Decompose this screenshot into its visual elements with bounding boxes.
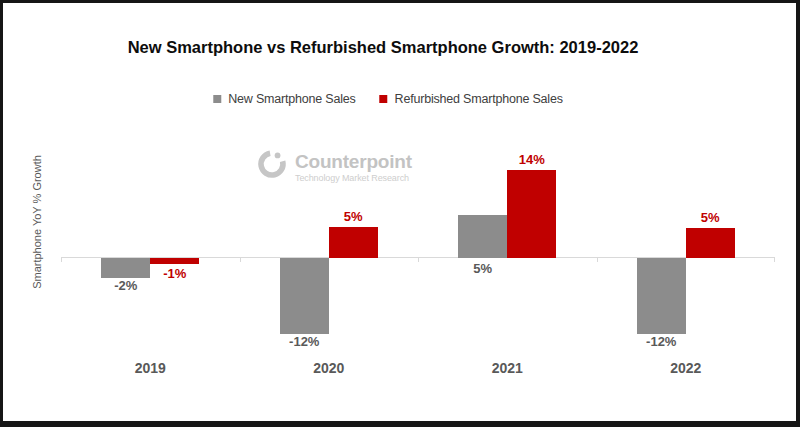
chart-page: New Smartphone vs Refurbished Smartphone… bbox=[0, 0, 800, 427]
x-axis-label-2021: 2021 bbox=[492, 360, 523, 376]
data-label-refurbished-2022: 5% bbox=[701, 211, 720, 225]
plot-area: 2019 -2% -1% 2020 -12% 5% 2021 5% 14% 2022 -12% 5% bbox=[61, 0, 775, 427]
data-label-refurbished-2021: 14% bbox=[519, 153, 545, 167]
x-axis-tick bbox=[597, 257, 598, 262]
x-axis-label-2020: 2020 bbox=[313, 360, 344, 376]
data-label-new-2020: -12% bbox=[289, 335, 319, 349]
bar-refurbished-2019 bbox=[150, 258, 199, 264]
data-label-new-2019: -2% bbox=[114, 279, 137, 293]
data-label-refurbished-2019: -1% bbox=[163, 267, 186, 281]
bar-refurbished-2020 bbox=[329, 227, 378, 259]
data-label-new-2021: 5% bbox=[473, 262, 492, 276]
x-axis-tick bbox=[240, 257, 241, 262]
x-axis-tick bbox=[418, 257, 419, 262]
bar-new-2019 bbox=[101, 258, 150, 278]
x-axis-label-2022: 2022 bbox=[670, 360, 701, 376]
data-label-refurbished-2020: 5% bbox=[344, 210, 363, 224]
x-axis-tick bbox=[774, 257, 775, 262]
data-label-new-2022: -12% bbox=[646, 335, 676, 349]
bar-new-2022 bbox=[637, 258, 686, 334]
bar-refurbished-2022 bbox=[686, 228, 735, 258]
x-axis-tick bbox=[61, 257, 62, 262]
x-axis-label-2019: 2019 bbox=[135, 360, 166, 376]
y-axis-label: Smartphone YoY % Growth bbox=[31, 155, 43, 289]
bar-new-2021 bbox=[458, 215, 507, 258]
bar-refurbished-2021 bbox=[507, 170, 556, 258]
bar-new-2020 bbox=[280, 258, 329, 334]
